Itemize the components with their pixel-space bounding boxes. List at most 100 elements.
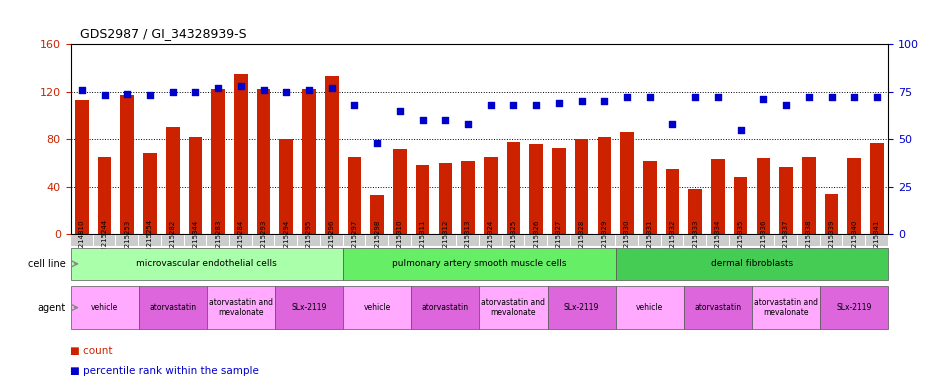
FancyBboxPatch shape [616, 286, 684, 329]
FancyBboxPatch shape [547, 286, 616, 329]
Text: GSM214810: GSM214810 [79, 219, 85, 262]
Text: GSM215312: GSM215312 [443, 219, 448, 262]
Text: vehicle: vehicle [364, 303, 391, 312]
FancyBboxPatch shape [207, 286, 274, 329]
Text: GSM215340: GSM215340 [852, 219, 857, 262]
Text: ■ percentile rank within the sample: ■ percentile rank within the sample [70, 366, 259, 376]
Point [597, 98, 612, 104]
Bar [574, 139, 588, 234]
Point [619, 94, 634, 101]
Text: GSM215341: GSM215341 [874, 219, 880, 262]
FancyBboxPatch shape [389, 235, 411, 246]
FancyBboxPatch shape [274, 286, 343, 329]
FancyBboxPatch shape [593, 235, 616, 246]
Point [233, 83, 248, 89]
Bar [438, 163, 452, 234]
Point [188, 89, 203, 95]
Bar [757, 158, 770, 234]
FancyBboxPatch shape [548, 235, 570, 246]
Bar [529, 144, 543, 234]
FancyBboxPatch shape [616, 235, 638, 246]
FancyBboxPatch shape [798, 235, 820, 246]
Text: GSM215326: GSM215326 [533, 219, 540, 262]
Point [688, 94, 703, 101]
FancyBboxPatch shape [70, 235, 93, 246]
FancyBboxPatch shape [70, 286, 139, 329]
Text: GSM215253: GSM215253 [124, 219, 131, 262]
Bar [370, 195, 384, 234]
Point [324, 85, 339, 91]
FancyBboxPatch shape [70, 248, 343, 280]
Text: GSM215330: GSM215330 [624, 219, 630, 262]
Bar [870, 143, 884, 234]
Text: GSM215335: GSM215335 [738, 219, 744, 262]
Text: GSM215294: GSM215294 [283, 219, 290, 262]
Text: SLx-2119: SLx-2119 [564, 303, 600, 312]
Text: microvascular endothelial cells: microvascular endothelial cells [136, 259, 277, 268]
Bar [348, 157, 361, 234]
Bar [779, 167, 793, 234]
Text: GSM215329: GSM215329 [602, 219, 607, 262]
Text: vehicle: vehicle [636, 303, 664, 312]
Point [665, 121, 680, 127]
Point [211, 85, 226, 91]
Bar [212, 89, 225, 234]
FancyBboxPatch shape [412, 235, 433, 246]
Point [369, 140, 384, 146]
Text: atorvastatin and
mevalonate: atorvastatin and mevalonate [209, 298, 273, 317]
Bar [325, 76, 338, 234]
Point [119, 91, 134, 97]
FancyBboxPatch shape [752, 286, 820, 329]
Text: GSM215324: GSM215324 [488, 219, 494, 262]
Text: GSM215298: GSM215298 [374, 219, 380, 262]
Text: GSM215313: GSM215313 [465, 219, 471, 262]
Point [506, 102, 521, 108]
Point [256, 87, 271, 93]
FancyBboxPatch shape [639, 235, 661, 246]
FancyBboxPatch shape [479, 286, 547, 329]
Text: GDS2987 / GI_34328939-S: GDS2987 / GI_34328939-S [80, 27, 246, 40]
Text: dermal fibroblasts: dermal fibroblasts [711, 259, 793, 268]
Bar [234, 74, 248, 234]
Bar [643, 161, 656, 234]
Text: agent: agent [38, 303, 66, 313]
Point [870, 94, 885, 101]
FancyBboxPatch shape [275, 235, 297, 246]
FancyBboxPatch shape [707, 235, 728, 246]
FancyBboxPatch shape [479, 235, 502, 246]
FancyBboxPatch shape [866, 235, 888, 246]
Text: GSM215328: GSM215328 [579, 219, 585, 262]
Bar [824, 194, 838, 234]
Point [642, 94, 657, 101]
Point [165, 89, 180, 95]
Text: GSM215282: GSM215282 [170, 219, 176, 262]
Point [711, 94, 726, 101]
FancyBboxPatch shape [94, 235, 116, 246]
Bar [98, 157, 111, 234]
Text: GSM215295: GSM215295 [306, 219, 312, 262]
Text: pulmonary artery smooth muscle cells: pulmonary artery smooth muscle cells [392, 259, 567, 268]
Bar [75, 100, 88, 234]
FancyBboxPatch shape [412, 286, 479, 329]
FancyBboxPatch shape [821, 235, 842, 246]
Text: atorvastatin and
mevalonate: atorvastatin and mevalonate [754, 298, 818, 317]
Text: GSM215339: GSM215339 [828, 219, 835, 262]
FancyBboxPatch shape [184, 235, 207, 246]
Bar [552, 147, 566, 234]
Text: GSM215337: GSM215337 [783, 219, 789, 262]
FancyBboxPatch shape [434, 235, 456, 246]
FancyBboxPatch shape [616, 248, 888, 280]
FancyBboxPatch shape [207, 235, 229, 246]
FancyBboxPatch shape [684, 235, 706, 246]
Text: GSM215325: GSM215325 [510, 219, 516, 262]
Bar [734, 177, 747, 234]
Text: GSM215310: GSM215310 [397, 219, 403, 262]
Point [302, 87, 317, 93]
Text: GSM215311: GSM215311 [419, 219, 426, 262]
Text: GSM215338: GSM215338 [806, 219, 812, 262]
Text: ■ count: ■ count [70, 346, 113, 356]
Bar [507, 142, 521, 234]
Point [279, 89, 294, 95]
Point [74, 87, 89, 93]
Point [847, 94, 862, 101]
